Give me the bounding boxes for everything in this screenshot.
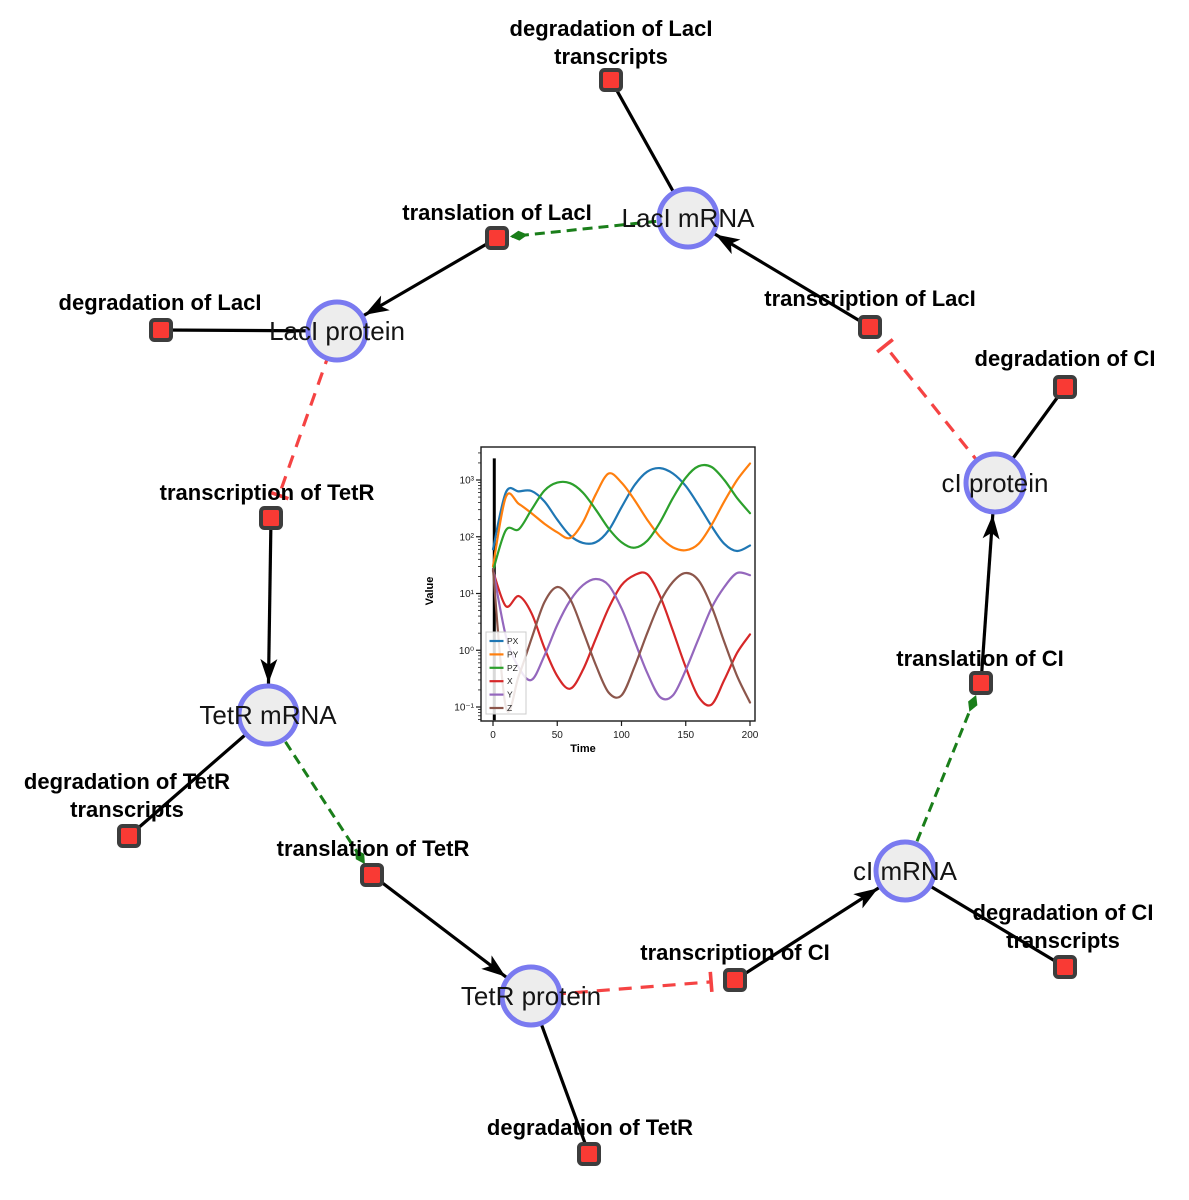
y-tick-label-4: 10³ — [460, 476, 475, 487]
reaction-label-deg-laci-line0: degradation of LacI — [59, 290, 262, 315]
modifier-arrowhead-icon — [968, 695, 978, 712]
inhibition-tee-icon — [268, 490, 290, 501]
species-label-laci-protein: LacI protein — [269, 316, 405, 346]
reaction-node-deg-tetr-transcripts[interactable] — [117, 824, 141, 848]
arrowhead-icon — [853, 888, 879, 909]
reaction-node-deg-ci[interactable] — [1053, 375, 1077, 399]
edge-translation-ci--ci-protein — [979, 482, 1000, 684]
y-tick-label-2: 10¹ — [460, 589, 475, 600]
inset-chart: 0 50 100 150 20010⁻¹10⁰10¹10²10³TimeValuePXP… — [424, 446, 759, 755]
reaction-label-deg-ci-transcripts-line1: transcripts — [1006, 928, 1120, 953]
arrowhead-icon — [715, 234, 741, 255]
chart-legend: PX PY PZ XYZ — [485, 631, 527, 715]
series-line-PY — [491, 462, 752, 568]
reaction-node-transcription-laci[interactable] — [858, 315, 882, 339]
x-axis-label: Time — [570, 743, 595, 755]
inhibition-tee-icon — [708, 971, 714, 992]
species-node-tetr-mrna[interactable] — [236, 683, 300, 747]
x-tick-label-3: 150 — [677, 730, 694, 741]
edge-translation-tetr--tetr-protein — [371, 873, 532, 998]
x-tick-label-4: 200 — [742, 730, 759, 741]
reaction-node-deg-tetr[interactable] — [577, 1142, 601, 1166]
y-tick-label-0: 10⁻¹ — [454, 703, 474, 714]
reaction-label-transcription-laci-line0: transcription of LacI — [764, 286, 975, 311]
species-node-ci-protein[interactable] — [963, 451, 1027, 515]
reaction-node-translation-ci[interactable] — [969, 671, 993, 695]
reaction-label-transcription-ci-line0: transcription of CI — [640, 940, 829, 965]
arrowhead-icon — [982, 514, 1000, 540]
inhibition-tee-icon — [876, 338, 894, 354]
series-line-Y — [491, 567, 752, 701]
edge-laci-mrna--translation-laci — [509, 216, 689, 241]
reaction-label-deg-tetr-transcripts-line1: transcripts — [70, 797, 184, 822]
y-tick-label-3: 10² — [460, 532, 475, 543]
reaction-label-deg-tetr-transcripts-line0: degradation of TetR — [24, 769, 230, 794]
edge-transcription-ci--ci-mrna — [734, 869, 906, 982]
reaction-label-translation-laci-line0: translation of LacI — [402, 200, 591, 225]
reaction-label-translation-ci-line0: translation of CI — [896, 646, 1063, 671]
reaction-label-deg-laci-transcripts-line0: degradation of LacI — [510, 16, 713, 41]
legend-label-Z: Z — [507, 703, 512, 713]
series-line-PX — [491, 466, 752, 553]
y-axis-label: Value — [424, 577, 436, 606]
reaction-node-deg-laci[interactable] — [149, 318, 173, 342]
reaction-node-transcription-ci[interactable] — [723, 968, 747, 992]
species-label-ci-protein: cI protein — [942, 468, 1049, 498]
node-layer — [117, 68, 1077, 1166]
species-label-ci-mrna: cI mRNA — [853, 856, 958, 886]
reaction-label-deg-tetr-line0: degradation of TetR — [487, 1115, 693, 1140]
edge-transcription-tetr--tetr-mrna — [260, 517, 278, 716]
edge-transcription-laci--laci-mrna — [687, 216, 871, 329]
axes-box — [480, 446, 756, 722]
reaction-node-transcription-tetr[interactable] — [259, 506, 283, 530]
arrowhead-icon — [364, 295, 390, 315]
series-line-PZ — [491, 463, 752, 572]
species-node-tetr-protein[interactable] — [499, 964, 563, 1028]
label-layer: degradation of LacI transcripts translatio… — [24, 16, 1156, 1140]
reaction-node-deg-laci-transcripts[interactable] — [599, 68, 623, 92]
y-tick-label-1: 10⁰ — [459, 646, 474, 657]
axis-layer: 0 50 100 150 200 10⁻¹ 10⁰ 10¹ 10² 10³ Time Value — [424, 452, 759, 755]
species-node-laci-protein[interactable] — [305, 299, 369, 363]
legend-label-PX: PX — [507, 636, 519, 646]
series-line-X — [491, 569, 752, 707]
legend-label-X: X — [507, 676, 513, 686]
species-label-laci-mrna: LacI mRNA — [622, 203, 756, 233]
species-node-laci-mrna[interactable] — [656, 186, 720, 250]
modifier-arrowhead-icon — [509, 230, 528, 241]
arrowhead-icon — [260, 658, 278, 684]
x-tick-label-1: 50 — [552, 730, 564, 741]
reaction-node-translation-tetr[interactable] — [360, 863, 384, 887]
x-tick-label-0: 0 — [490, 730, 496, 741]
reaction-label-deg-laci-transcripts-line1: transcripts — [554, 44, 668, 69]
series-line-Z — [491, 567, 752, 713]
reaction-label-deg-ci-line0: degradation of CI — [975, 346, 1156, 371]
reaction-label-deg-ci-transcripts-line0: degradation of CI — [973, 900, 1154, 925]
reaction-label-transcription-tetr-line0: transcription of TetR — [160, 480, 375, 505]
species-label-tetr-protein: TetR protein — [461, 981, 601, 1011]
legend-label-PZ: PZ — [507, 663, 518, 673]
reaction-node-deg-ci-transcripts[interactable] — [1053, 955, 1077, 979]
plot-area — [491, 458, 752, 721]
species-node-ci-mrna[interactable] — [873, 839, 937, 903]
legend-label-Y: Y — [507, 690, 513, 700]
edge-tetr-mrna--translation-tetr — [266, 714, 366, 865]
arrowhead-icon — [481, 955, 506, 977]
species-label-tetr-mrna: TetR mRNA — [199, 700, 337, 730]
reaction-node-translation-laci[interactable] — [485, 226, 509, 250]
x-tick-label-2: 100 — [613, 730, 630, 741]
edge-ci-mrna--translation-ci — [903, 695, 978, 872]
reaction-label-translation-tetr-line0: translation of TetR — [277, 836, 470, 861]
modifier-arrowhead-icon — [355, 849, 365, 865]
legend-label-PY: PY — [507, 649, 519, 659]
